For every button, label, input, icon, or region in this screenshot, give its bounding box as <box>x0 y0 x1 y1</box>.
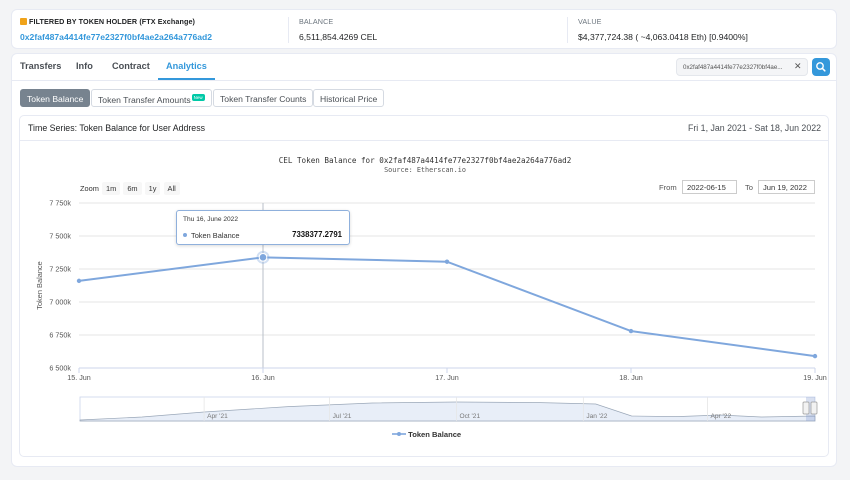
navigator-tick-label: Jul '21 <box>333 413 352 420</box>
x-tick-label: 19. Jun <box>803 373 827 382</box>
navigator-tick-label: Apr '22 <box>710 413 731 420</box>
tab-contract[interactable]: Contract <box>112 61 150 71</box>
y-tick-label: 6 750k <box>49 331 71 340</box>
data-point <box>812 353 818 359</box>
zoom-6m-button[interactable]: 6m <box>123 182 142 195</box>
navigator-tick-label: Oct '21 <box>459 413 480 420</box>
from-label: From <box>659 183 677 192</box>
active-tab-indicator <box>158 78 215 80</box>
search-button[interactable] <box>812 58 830 76</box>
x-tick-label: 16. Jun <box>251 373 275 382</box>
subtab-label: Historical Price <box>320 93 378 104</box>
x-tick-label: 17. Jun <box>435 373 459 382</box>
subtab-token-transfer-amounts[interactable]: Token Transfer Amounts New <box>91 89 212 107</box>
chart-subtitle: Source: Etherscan.io <box>384 166 466 174</box>
navigator-selection <box>806 397 815 421</box>
value-label: VALUE <box>578 17 602 26</box>
divider <box>567 17 568 43</box>
filter-section: FILTERED BY TOKEN HOLDER (FTX Exchange) … <box>20 17 212 42</box>
address-filter-input[interactable]: 0x2faf487a4414fe77e2327f0bf4ae... <box>676 58 808 76</box>
new-badge: New <box>191 93 205 101</box>
search-icon <box>816 62 826 72</box>
tooltip-value: 7338377.2791 <box>292 230 342 239</box>
cel-token-icon <box>20 18 27 25</box>
subtab-historical-price[interactable]: Historical Price <box>313 89 385 107</box>
zoom-1m-button[interactable]: 1m <box>101 182 121 195</box>
tab-bar: Transfers Info Contract Analytics 0x2faf… <box>12 54 836 81</box>
y-tick-label: 7 500k <box>49 232 71 241</box>
chart-navigator[interactable]: Apr '21 Jul '21 Oct '21 Jan '22 Apr '22 <box>79 396 818 422</box>
legend-label: Token Balance <box>408 430 462 439</box>
zoom-controls: Zoom 1m 6m 1y All <box>80 182 180 195</box>
navigator-handle[interactable] <box>810 401 818 415</box>
y-tick-label: 7 250k <box>49 265 71 274</box>
subtab-label: Token Transfer Amounts <box>98 94 191 105</box>
filter-label: FILTERED BY TOKEN HOLDER (FTX Exchange) <box>20 17 212 26</box>
navigator-series <box>79 401 816 422</box>
value-amount: $4,377,724.38 ( ~4,063.0418 Eth) [0.9400… <box>578 32 748 42</box>
zoom-label: Zoom <box>80 184 99 193</box>
balance-label: BALANCE <box>299 17 334 26</box>
y-axis-title: Token Balance <box>35 261 44 309</box>
series-dot-icon <box>183 233 187 237</box>
chart-title: CEL Token Balance for 0x2faf487a4414fe77… <box>278 156 572 165</box>
chart-legend[interactable]: Token Balance <box>392 430 461 439</box>
data-point <box>628 328 634 334</box>
navigator-handle[interactable] <box>802 401 810 415</box>
zoom-all-button[interactable]: All <box>163 182 180 195</box>
value-section: VALUE $4,377,724.38 ( ~4,063.0418 Eth) [… <box>578 17 748 42</box>
navigator-tick-label: Jan '22 <box>586 413 607 420</box>
hover-halo <box>256 250 270 264</box>
x-tick-label: 18. Jun <box>619 373 643 382</box>
chart-panel-range: Fri 1, Jan 2021 - Sat 18, Jun 2022 <box>687 123 821 133</box>
subtab-token-transfer-counts[interactable]: Token Transfer Counts <box>213 89 314 107</box>
subtab-token-balance[interactable]: Token Balance <box>20 89 91 107</box>
zoom-1y-button[interactable]: 1y <box>144 182 161 195</box>
chart-panel-title: Time Series: Token Balance for User Addr… <box>28 123 205 133</box>
filter-label-text: FILTERED BY TOKEN HOLDER (FTX Exchange) <box>29 17 196 26</box>
tooltip-date: Thu 16, June 2022 <box>183 216 238 223</box>
clear-icon[interactable]: ✕ <box>794 61 802 71</box>
subtab-label: Token Balance <box>27 93 84 104</box>
balance-section: BALANCE 6,511,854.4269 CEL <box>299 17 377 42</box>
data-point <box>76 278 82 284</box>
data-point <box>258 253 268 262</box>
data-point <box>444 259 450 264</box>
navigator-tick-label: Apr '21 <box>207 413 228 420</box>
tab-analytics[interactable]: Analytics <box>166 61 207 71</box>
tooltip-series: Token Balance <box>183 231 239 240</box>
from-date-input[interactable]: 2022-06-15 <box>682 180 737 194</box>
chart-series <box>76 250 818 359</box>
tooltip-series-name: Token Balance <box>191 231 240 240</box>
tab-transfers[interactable]: Transfers <box>20 61 62 71</box>
subtab-label: Token Transfer Counts <box>220 93 307 104</box>
to-label: To <box>745 183 754 192</box>
chart-axes: 7 750k 7 500k 7 250k 7 000k 6 750k 6 500k15. … <box>35 199 827 383</box>
series-line <box>78 256 816 358</box>
chart-tooltip: Thu 16, June 2022 Token Balance 7338377.… <box>176 210 350 245</box>
token-summary-card: FILTERED BY TOKEN HOLDER (FTX Exchange) … <box>11 9 837 49</box>
chart-panel-header: Time Series: Token Balance for User Addr… <box>20 116 828 141</box>
to-date-input[interactable]: Jun 19, 2022 <box>758 180 815 194</box>
legend-line-icon <box>392 432 406 436</box>
x-tick-label: 15. Jun <box>67 373 91 382</box>
holder-address-link[interactable]: 0x2faf487a4414fe77e2327f0bf4ae2a264a776a… <box>20 32 213 42</box>
tab-info[interactable]: Info <box>76 61 93 71</box>
y-tick-label: 7 000k <box>49 298 71 307</box>
y-tick-label: 6 500k <box>49 364 71 373</box>
balance-value: 6,511,854.4269 CEL <box>299 32 378 42</box>
y-tick-label: 7 750k <box>49 199 71 208</box>
divider <box>288 17 289 43</box>
